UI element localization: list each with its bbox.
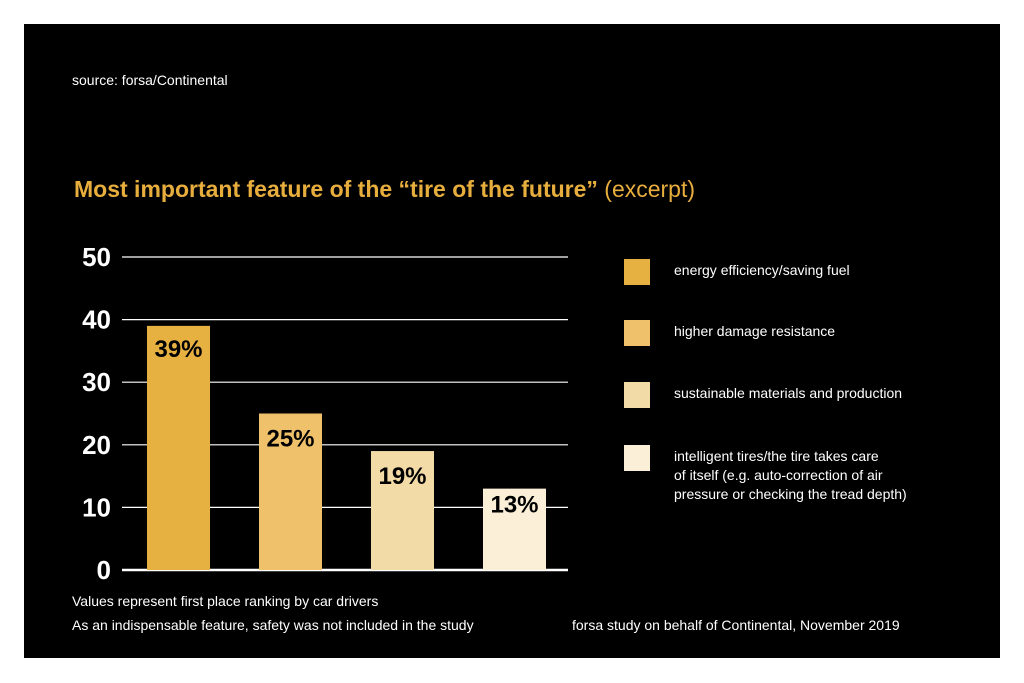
- chart-title-sub: (excerpt): [597, 176, 696, 202]
- y-tick-label: 40: [82, 305, 111, 335]
- y-tick-label: 20: [82, 430, 111, 460]
- legend-label: sustainable materials and production: [674, 385, 903, 401]
- bar-chart: 0 10 20 30 40 50 39% 25% 19% 13%: [82, 242, 568, 585]
- chart-title: Most important feature of the “tire of t…: [74, 176, 695, 203]
- legend-label: intelligent tires/the tire takes care of …: [674, 448, 907, 502]
- y-tick-label: 50: [82, 242, 111, 272]
- bar-value-label: 39%: [154, 336, 202, 363]
- legend-swatch: [624, 259, 650, 285]
- y-tick-label: 30: [82, 367, 111, 397]
- legend-label: energy efficiency/saving fuel: [674, 262, 850, 278]
- bar: [147, 325, 210, 570]
- legend-swatch: [624, 382, 650, 408]
- bar-value-label: 19%: [378, 463, 426, 490]
- footnote-ranking: Values represent first place ranking by …: [72, 593, 379, 609]
- legend-swatch: [624, 445, 650, 471]
- chart-panel: source: forsa/Continental Most important…: [24, 24, 1000, 658]
- y-tick-label: 0: [97, 555, 111, 585]
- legend-swatch: [624, 320, 650, 346]
- chart-title-main: Most important feature of the “tire of t…: [74, 176, 598, 202]
- bar: [259, 413, 322, 570]
- source-note: source: forsa/Continental: [72, 72, 228, 88]
- legend-label: higher damage resistance: [674, 323, 836, 339]
- bar-value-label: 13%: [490, 492, 538, 519]
- footnote-safety: As an indispensable feature, safety was …: [72, 617, 474, 633]
- bar-value-label: 25%: [266, 426, 314, 453]
- bar: [371, 451, 434, 570]
- study-credit: forsa study on behalf of Continental, No…: [572, 617, 900, 633]
- bar: [483, 488, 546, 570]
- y-tick-label: 10: [82, 492, 111, 522]
